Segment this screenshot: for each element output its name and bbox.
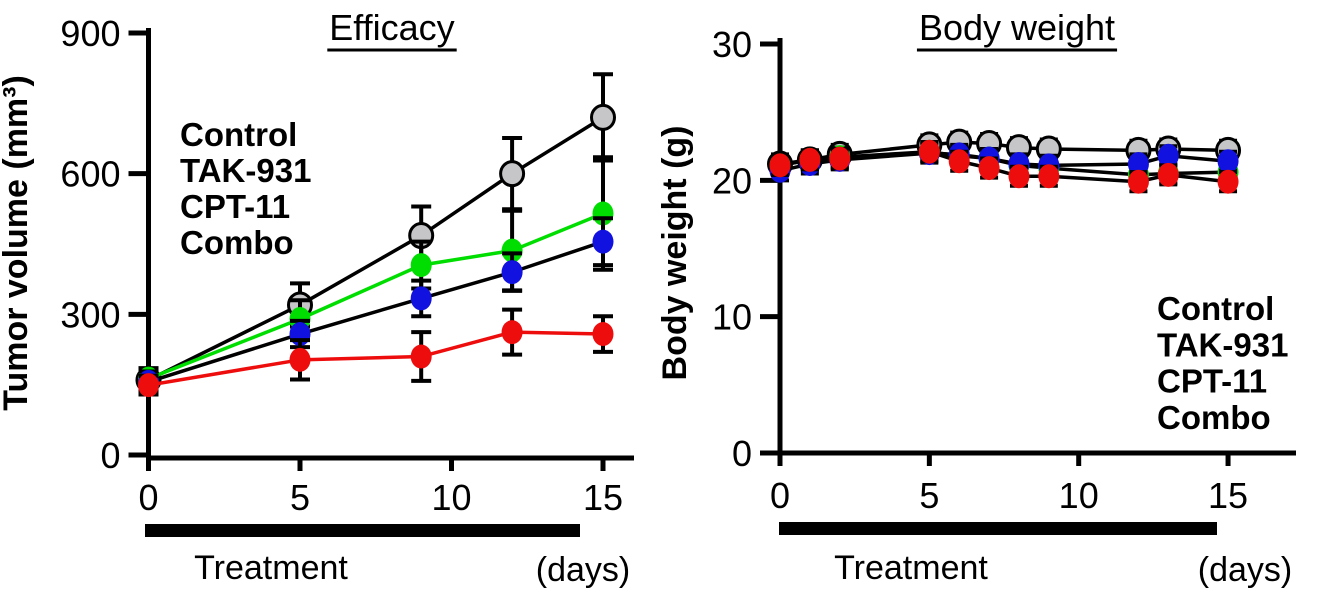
- y-axis-label: Body weight (g): [656, 126, 694, 381]
- data-point-marker: [1157, 162, 1179, 187]
- data-point-marker: [1157, 143, 1179, 168]
- data-point-marker: [501, 260, 523, 285]
- x-tick-label: 5: [290, 477, 310, 518]
- data-point-marker: [1127, 169, 1149, 194]
- data-point-marker: [138, 373, 159, 398]
- data-point-marker: [1008, 164, 1030, 189]
- data-point-marker: [918, 139, 940, 164]
- data-point-marker: [1217, 149, 1239, 174]
- x-tick-label: 0: [770, 475, 790, 516]
- data-point-marker: [1127, 151, 1149, 176]
- x-tick-label: 15: [583, 477, 623, 518]
- data-point-marker: [501, 238, 523, 263]
- legend-label-tak-931: TAK-931: [180, 152, 311, 189]
- data-point-marker: [289, 347, 311, 372]
- chart-title: Efficacy: [329, 7, 454, 48]
- data-point-marker: [948, 149, 970, 174]
- x-tick-label: 0: [138, 477, 158, 518]
- y-axis-label: Tumor volume (mm³): [0, 75, 35, 411]
- data-point-marker: [799, 147, 821, 172]
- y-tick-label: 0: [100, 435, 120, 476]
- treatment-bar: [145, 524, 580, 537]
- legend-label-combo: Combo: [180, 224, 294, 261]
- legend-label-tak-931: TAK-931: [1157, 326, 1288, 363]
- chart-title: Body weight: [919, 7, 1115, 48]
- y-tick-label: 20: [712, 160, 752, 201]
- data-point-marker: [829, 146, 851, 171]
- y-tick-label: 600: [60, 154, 120, 195]
- legend-label-control: Control: [180, 116, 297, 153]
- y-tick-label: 0: [732, 433, 752, 474]
- legend-label-cpt-11: CPT-11: [180, 188, 290, 225]
- treatment-label: Treatment: [194, 549, 348, 587]
- data-point-marker: [1038, 164, 1060, 189]
- data-point-marker: [769, 153, 791, 178]
- x-tick-label: 5: [919, 475, 939, 516]
- legend-label-combo: Combo: [1157, 399, 1271, 436]
- x-tick-label: 10: [431, 477, 471, 518]
- series-combo: [769, 139, 1239, 194]
- treatment-bar: [779, 522, 1217, 535]
- y-tick-label: 10: [712, 297, 752, 338]
- data-point-marker: [499, 160, 526, 188]
- data-point-marker: [410, 253, 432, 278]
- y-tick-label: 900: [60, 13, 120, 54]
- data-point-marker: [410, 344, 432, 369]
- data-point-marker: [501, 320, 523, 345]
- days-label: (days): [536, 551, 630, 589]
- efficacy-chart: 0 300 600 900 0 5 10 15 Efficacy Tumor volume (mm…: [0, 7, 634, 589]
- data-point-marker: [592, 322, 614, 347]
- y-tick-label: 300: [60, 294, 120, 335]
- series-combo: [138, 307, 614, 398]
- treatment-label: Treatment: [834, 549, 988, 587]
- data-point-marker: [1217, 169, 1239, 194]
- x-tick-label: 15: [1208, 475, 1248, 516]
- legend-label-cpt-11: CPT-11: [1157, 363, 1267, 400]
- data-point-marker: [978, 156, 1000, 181]
- data-point-marker: [410, 286, 432, 311]
- x-tick-label: 10: [1059, 475, 1099, 516]
- days-label: (days): [1198, 551, 1292, 589]
- data-point-marker: [590, 103, 616, 131]
- data-point-marker: [592, 229, 614, 254]
- y-tick-label: 30: [712, 24, 752, 65]
- body-weight-chart: 0 10 20 30 0 5 10 15 Body weight Body weight (g) T…: [656, 7, 1296, 589]
- legend-label-control: Control: [1157, 290, 1274, 327]
